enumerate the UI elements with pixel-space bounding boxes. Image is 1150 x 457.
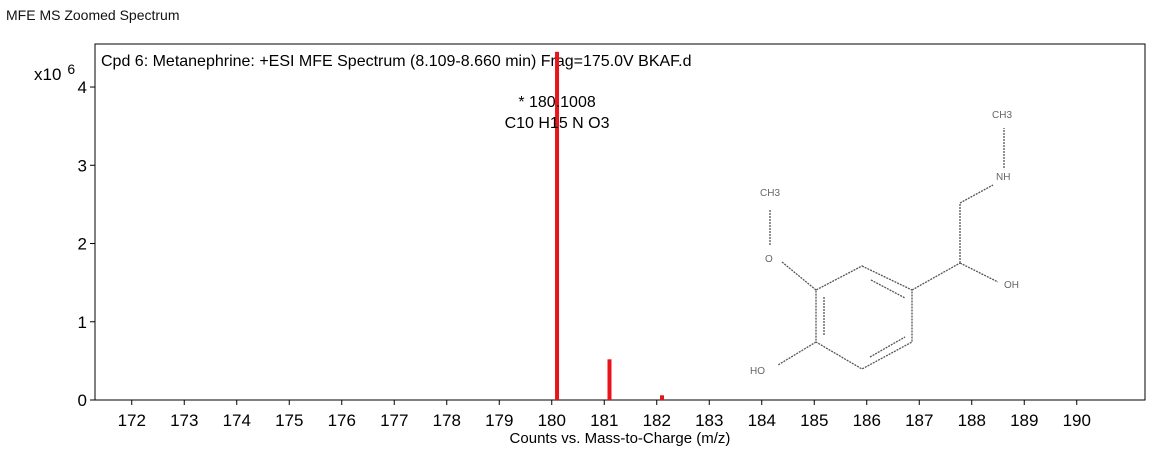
y-tick-label: 3 bbox=[78, 156, 87, 175]
x-tick-label: 178 bbox=[433, 411, 461, 430]
window-title: MFE MS Zoomed Spectrum bbox=[6, 7, 180, 23]
structure-bonds bbox=[769, 128, 1005, 370]
peak-annotations: * 180.1008 C10 H15 N O3 bbox=[505, 94, 610, 132]
peak-mass-label: * 180.1008 bbox=[518, 94, 596, 111]
x-tick-label: 186 bbox=[853, 411, 881, 430]
x-tick-label: 181 bbox=[590, 411, 618, 430]
peak-formula-label: C10 H15 N O3 bbox=[505, 115, 610, 132]
peak-bar bbox=[660, 395, 664, 400]
peak-bar bbox=[555, 51, 560, 400]
x-tick-label: 172 bbox=[118, 411, 146, 430]
x-tick-label: 185 bbox=[800, 411, 828, 430]
plot-title: Cpd 6: Metanephrine: +ESI MFE Spectrum (… bbox=[101, 53, 692, 70]
x-tick-label: 182 bbox=[643, 411, 671, 430]
x-tick-label: 188 bbox=[958, 411, 986, 430]
x-tick-label: 183 bbox=[695, 411, 723, 430]
plot-frame bbox=[94, 43, 1146, 401]
y-multiplier: x10 6 bbox=[34, 61, 75, 84]
molecule-structure: CH3 NH CH3 O OH HO bbox=[750, 110, 1019, 377]
spectrum-peaks bbox=[555, 51, 664, 400]
label-ho: HO bbox=[750, 366, 765, 377]
label-ch3-left: CH3 bbox=[760, 188, 780, 199]
y-multiplier-exponent: 6 bbox=[67, 61, 75, 77]
y-tick-label: 0 bbox=[78, 391, 87, 410]
label-oh: OH bbox=[1004, 280, 1019, 291]
x-tick-label: 190 bbox=[1063, 411, 1091, 430]
y-tick-label: 2 bbox=[78, 235, 87, 254]
x-axis-label: Counts vs. Mass-to-Charge (m/z) bbox=[510, 430, 731, 447]
y-multiplier-base: x10 bbox=[34, 65, 61, 84]
label-nh: NH bbox=[996, 172, 1010, 183]
peak-bar bbox=[607, 359, 612, 400]
x-tick-label: 179 bbox=[485, 411, 513, 430]
x-axis: 172 173 174 175 176 177 178 179 180 181 182 183 184 1… bbox=[118, 400, 1091, 430]
x-tick-label: 180 bbox=[538, 411, 566, 430]
label-ch3-top: CH3 bbox=[992, 110, 1012, 121]
y-tick-label: 1 bbox=[78, 313, 87, 332]
x-tick-label: 174 bbox=[223, 411, 251, 430]
x-tick-label: 177 bbox=[380, 411, 408, 430]
x-tick-label: 176 bbox=[328, 411, 356, 430]
label-o: O bbox=[765, 254, 773, 265]
x-tick-label: 189 bbox=[1010, 411, 1038, 430]
x-tick-label: 184 bbox=[748, 411, 776, 430]
x-tick-label: 187 bbox=[905, 411, 933, 430]
x-tick-label: 175 bbox=[275, 411, 303, 430]
y-tick-label: 4 bbox=[78, 78, 87, 97]
y-axis: 0 1 2 3 4 bbox=[78, 78, 95, 410]
x-tick-label: 173 bbox=[170, 411, 198, 430]
